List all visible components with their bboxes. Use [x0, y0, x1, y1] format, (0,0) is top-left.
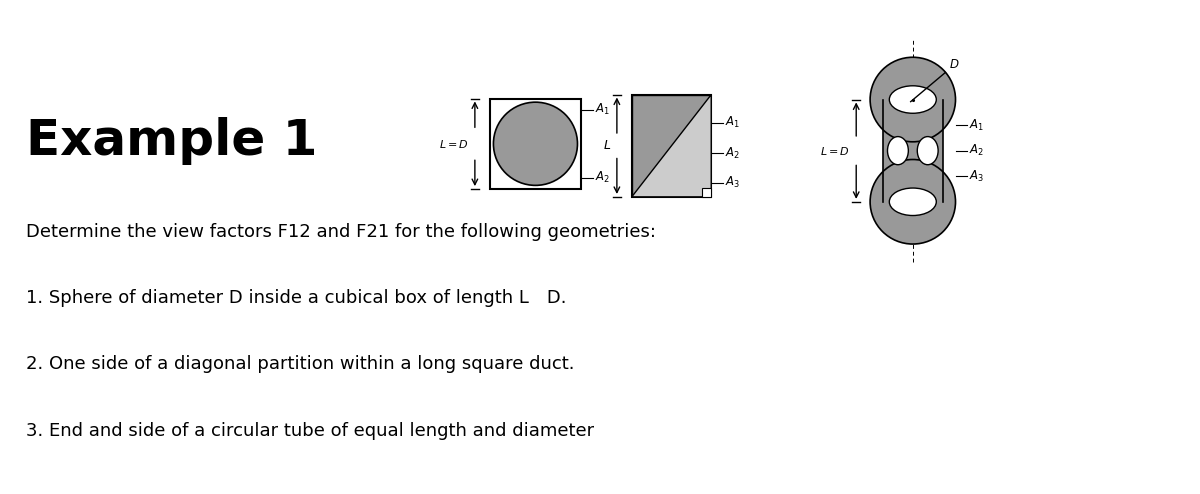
Text: $A_1$: $A_1$ [970, 118, 984, 133]
Polygon shape [631, 95, 712, 197]
Text: 3. End and side of a circular tube of equal length and diameter: 3. End and side of a circular tube of eq… [26, 422, 594, 440]
Text: $A_2$: $A_2$ [595, 170, 610, 185]
Bar [883, 99, 943, 202]
Text: $A_2$: $A_2$ [970, 143, 984, 158]
Text: 1. Sphere of diameter D inside a cubical box of length L D.: 1. Sphere of diameter D inside a cubical… [26, 289, 566, 307]
Ellipse shape [889, 188, 936, 215]
Bar [702, 188, 712, 197]
Text: $D$: $D$ [948, 58, 959, 71]
Text: Determine the view factors F12 and F21 for the following geometries:: Determine the view factors F12 and F21 f… [26, 223, 656, 241]
Polygon shape [631, 95, 712, 197]
Text: $L = D$: $L = D$ [439, 138, 469, 150]
Ellipse shape [888, 137, 908, 165]
Text: $A_3$: $A_3$ [970, 168, 985, 184]
Ellipse shape [917, 137, 938, 165]
Ellipse shape [889, 86, 936, 113]
Circle shape [493, 102, 577, 185]
Text: $A_2$: $A_2$ [725, 146, 740, 161]
Text: $A_3$: $A_3$ [725, 175, 740, 190]
Text: $A_1$: $A_1$ [725, 115, 740, 130]
Text: Example 1: Example 1 [26, 117, 318, 165]
Bar [631, 95, 712, 197]
Text: $A_1$: $A_1$ [595, 102, 610, 118]
Bar [490, 98, 581, 189]
Text: 2. One side of a diagonal partition within a long square duct.: 2. One side of a diagonal partition with… [26, 355, 575, 373]
Circle shape [870, 57, 955, 142]
Circle shape [870, 160, 955, 244]
Text: $L = D$: $L = D$ [821, 145, 851, 157]
Text: $L$: $L$ [602, 139, 611, 152]
